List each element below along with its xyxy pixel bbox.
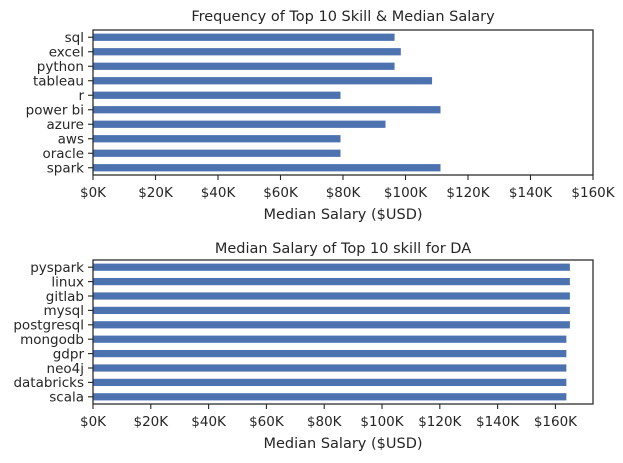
y-tick-label: gdpr xyxy=(53,346,85,362)
bar-python xyxy=(93,62,395,70)
bar-postgresql xyxy=(93,321,570,329)
y-tick-label: databricks xyxy=(13,375,84,391)
y-tick-label: aws xyxy=(58,132,84,148)
bar-mongodb xyxy=(93,335,567,343)
x-tick-label: $40K xyxy=(201,185,237,201)
x-tick-label: $80K xyxy=(307,414,343,430)
y-tick-label: pyspark xyxy=(30,260,84,276)
x-tick-label: $140K xyxy=(476,414,520,430)
bar-excel xyxy=(93,48,401,56)
x-tick-label: $140K xyxy=(509,185,553,201)
bar-power-bi xyxy=(93,106,441,114)
y-tick-label: linux xyxy=(51,274,84,290)
x-tick-label: $160K xyxy=(534,414,578,430)
bar-linux xyxy=(93,278,570,286)
bar-azure xyxy=(93,120,386,128)
x-tick-label: $60K xyxy=(263,185,299,201)
x-axis-label: Median Salary ($USD) xyxy=(263,436,422,452)
y-tick-label: tableau xyxy=(33,74,84,90)
x-tick-label: $20K xyxy=(133,414,169,430)
axes-frame xyxy=(92,259,594,405)
bar-spark xyxy=(93,164,441,172)
x-tick-label: $0K xyxy=(80,185,107,201)
y-tick-label: azure xyxy=(47,117,84,133)
y-tick-label: postgresql xyxy=(13,318,84,334)
x-tick-label: $100K xyxy=(384,185,428,201)
x-tick-label: $80K xyxy=(326,185,362,201)
x-tick-label: $40K xyxy=(191,414,227,430)
bar-databricks xyxy=(93,378,567,386)
bar-oracle xyxy=(93,149,341,157)
bar-gitlab xyxy=(93,292,570,300)
axes-frame xyxy=(92,29,594,176)
y-tick-label: gitlab xyxy=(46,289,84,305)
x-tick-label: $160K xyxy=(571,185,615,201)
y-tick-label: scala xyxy=(49,390,84,406)
x-tick-label: $20K xyxy=(138,185,174,201)
x-tick-label: $120K xyxy=(446,185,490,201)
bar-mysql xyxy=(93,306,570,314)
y-tick-label: sql xyxy=(65,30,84,46)
bar-aws xyxy=(93,135,341,143)
bar-neo4j xyxy=(93,364,567,372)
bar-gdpr xyxy=(93,350,567,358)
chart-median-salary-da: Median Salary of Top 10 skill for DA pysp… xyxy=(13,241,594,452)
y-tick-label: excel xyxy=(49,45,84,61)
y-tick-label: neo4j xyxy=(47,361,84,377)
bar-scala xyxy=(93,393,567,401)
y-tick-label: oracle xyxy=(42,146,84,162)
x-tick-label: $60K xyxy=(249,414,285,430)
y-tick-label: power bi xyxy=(26,103,84,119)
y-tick-label: spark xyxy=(47,161,84,177)
y-tick-label: python xyxy=(37,59,84,75)
y-tick-label: mysql xyxy=(44,303,85,319)
x-axis-label: Median Salary ($USD) xyxy=(263,207,422,223)
x-tick-label: $0K xyxy=(80,414,107,430)
bar-sql xyxy=(93,33,395,41)
y-tick-label: r xyxy=(78,88,84,104)
x-tick-label: $100K xyxy=(360,414,404,430)
bar-tableau xyxy=(93,77,433,85)
chart-title: Frequency of Top 10 Skill & Median Salar… xyxy=(191,9,495,25)
bar-pyspark xyxy=(93,263,570,271)
y-tick-label: mongodb xyxy=(20,332,84,348)
chart-frequency-top-skills: Frequency of Top 10 Skill & Median Salar… xyxy=(26,9,616,223)
bar-r xyxy=(93,91,341,99)
chart-title: Median Salary of Top 10 skill for DA xyxy=(215,241,471,257)
x-tick-label: $120K xyxy=(418,414,462,430)
